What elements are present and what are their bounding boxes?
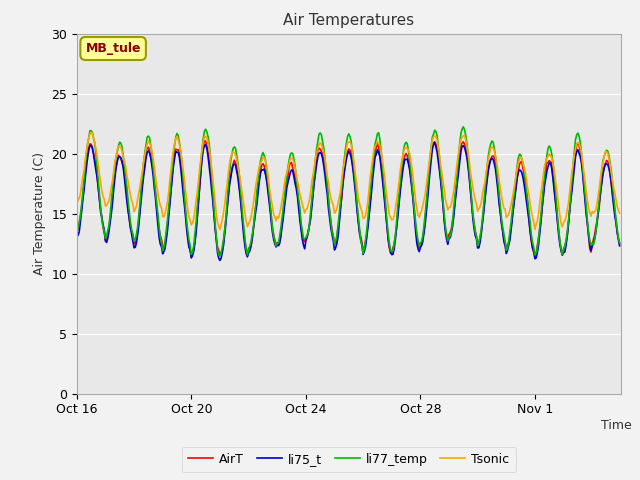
li75_t [561,249,568,255]
li75_t [340,171,348,177]
li75_t [616,243,623,249]
li75_t [431,139,438,145]
AirT [200,138,208,144]
Tsonic [561,218,568,224]
Tsonic [87,129,95,135]
Tsonic [313,150,321,156]
Tsonic [534,218,541,224]
Line: AirT: AirT [77,141,620,257]
li77_temp [561,244,568,250]
li75_t [313,161,321,167]
li77_temp [73,227,81,233]
X-axis label: Time: Time [601,419,632,432]
Line: Tsonic: Tsonic [77,132,620,229]
Tsonic [340,162,348,168]
Line: li77_temp: li77_temp [77,127,620,256]
li77_temp [340,159,348,165]
li75_t [534,250,541,256]
li77_temp [349,160,357,166]
Tsonic [616,210,623,216]
Tsonic [531,227,539,232]
li77_temp [359,251,367,257]
Legend: AirT, li75_t, li77_temp, Tsonic: AirT, li75_t, li77_temp, Tsonic [182,447,516,472]
AirT [313,156,321,161]
Tsonic [349,157,357,163]
li75_t [359,252,367,257]
li77_temp [216,253,224,259]
AirT [534,243,541,249]
li75_t [349,171,357,177]
Tsonic [359,215,367,221]
Y-axis label: Air Temperature (C): Air Temperature (C) [33,152,45,275]
Title: Air Temperatures: Air Temperatures [284,13,414,28]
AirT [616,241,623,247]
li77_temp [313,146,321,152]
Text: MB_tule: MB_tule [85,42,141,55]
AirT [359,247,367,252]
Line: li75_t: li75_t [77,142,620,261]
AirT [531,254,539,260]
li77_temp [534,245,541,251]
AirT [340,170,348,176]
AirT [561,243,568,249]
li77_temp [460,124,467,130]
li77_temp [616,240,623,246]
li75_t [216,258,224,264]
AirT [349,169,357,175]
Tsonic [73,200,81,206]
AirT [73,228,81,234]
li75_t [73,233,81,239]
